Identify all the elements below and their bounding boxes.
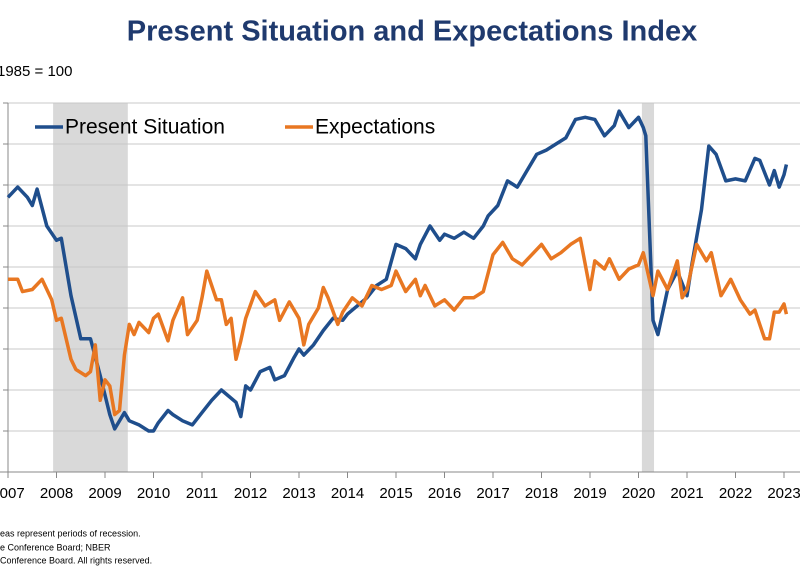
x-tick-label: 2019 bbox=[573, 485, 606, 502]
x-tick-label: 2013 bbox=[282, 485, 315, 502]
x-tick-label: 2016 bbox=[428, 485, 461, 502]
x-tick-label: 2015 bbox=[379, 485, 412, 502]
plot-area bbox=[0, 102, 800, 478]
recession-band bbox=[641, 103, 655, 472]
x-tick-label: 2007 bbox=[0, 485, 25, 502]
note: e Conference Board; NBER bbox=[0, 542, 111, 552]
x-tick-label: 2011 bbox=[186, 485, 218, 502]
x-tick-label: 2012 bbox=[234, 485, 267, 502]
chart-title: Present Situation and Expectations Index bbox=[127, 16, 697, 48]
note: eas represent periods of recession. bbox=[0, 528, 141, 538]
x-tick-label: 2023 bbox=[767, 485, 800, 502]
x-tick-label: 2022 bbox=[719, 485, 752, 502]
legend-label: Expectations bbox=[315, 116, 435, 139]
x-tick-label: 2018 bbox=[525, 485, 558, 502]
x-tick-label: 2021 bbox=[670, 485, 703, 502]
legend-label: Present Situation bbox=[65, 116, 225, 139]
x-tick-label: 2017 bbox=[476, 485, 509, 502]
x-tick-label: 2008 bbox=[40, 485, 73, 502]
subtitle: 1985 = 100 bbox=[0, 63, 73, 80]
x-tick-label: 2010 bbox=[137, 485, 170, 502]
note: Conference Board. All rights reserved. bbox=[0, 555, 152, 565]
x-tick-label: 2014 bbox=[331, 485, 364, 502]
x-tick-label: 2020 bbox=[622, 485, 655, 502]
series-line bbox=[8, 236, 789, 417]
recession-band bbox=[53, 103, 128, 472]
x-tick-label: 2009 bbox=[88, 485, 121, 502]
